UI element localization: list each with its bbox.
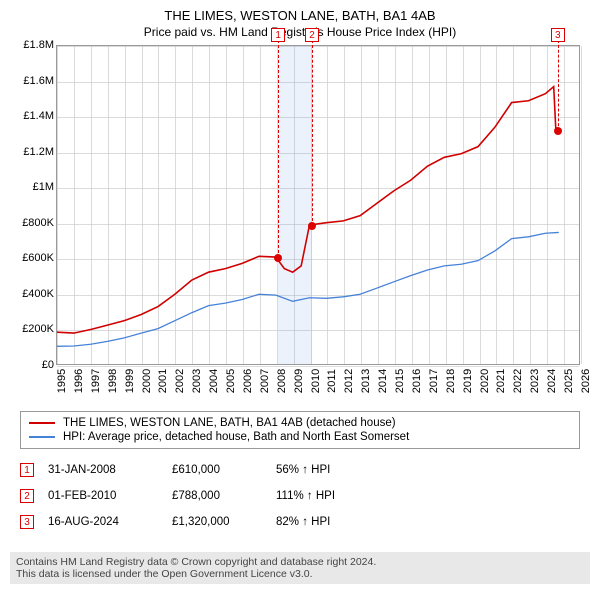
x-axis-label: 2013 [360, 369, 372, 393]
price-marker [554, 127, 562, 135]
x-axis-label: 2021 [495, 369, 507, 393]
price-marker [274, 254, 282, 262]
x-axis-label: 2016 [411, 369, 423, 393]
x-axis-label: 2008 [276, 369, 288, 393]
event-row: 3 16-AUG-2024 £1,320,000 82% ↑ HPI [20, 509, 590, 535]
legend: THE LIMES, WESTON LANE, BATH, BA1 4AB (d… [20, 411, 580, 449]
event-price: £788,000 [172, 490, 262, 502]
plot-region: 123 [56, 45, 580, 365]
x-axis-label: 2017 [428, 369, 440, 393]
y-axis-label: £600K [22, 252, 54, 264]
legend-swatch [29, 436, 55, 438]
y-axis-label: £1.6M [23, 75, 54, 87]
footer-attribution: Contains HM Land Registry data © Crown c… [10, 552, 590, 584]
event-row: 1 31-JAN-2008 £610,000 56% ↑ HPI [20, 457, 590, 483]
marker-label: 3 [551, 28, 565, 42]
x-axis-label: 2020 [479, 369, 491, 393]
x-axis-label: 1996 [73, 369, 85, 393]
x-axis-label: 2023 [529, 369, 541, 393]
x-axis-label: 2018 [445, 369, 457, 393]
event-pct: 82% ↑ HPI [276, 516, 330, 528]
marker-label: 2 [305, 28, 319, 42]
event-number: 3 [20, 515, 34, 529]
x-axis-label: 1999 [124, 369, 136, 393]
y-axis-label: £200K [22, 323, 54, 335]
chart-area: £0 £200K £400K £600K £800K £1M £1.2M £1.4M £1.6M… [10, 45, 590, 405]
legend-row: THE LIMES, WESTON LANE, BATH, BA1 4AB (d… [29, 416, 571, 430]
x-axis-label: 2022 [512, 369, 524, 393]
x-axis-label: 2009 [293, 369, 305, 393]
x-axis-label: 2007 [259, 369, 271, 393]
x-axis-label: 2012 [343, 369, 355, 393]
y-axis-label: £1M [33, 181, 54, 193]
y-axis-label: £0 [42, 359, 54, 371]
y-axis-label: £1.8M [23, 39, 54, 51]
event-table: 1 31-JAN-2008 £610,000 56% ↑ HPI2 01-FEB… [20, 457, 590, 535]
event-pct: 56% ↑ HPI [276, 464, 330, 476]
x-axis-label: 2011 [326, 369, 338, 393]
x-axis-label: 1995 [56, 369, 68, 393]
event-date: 31-JAN-2008 [48, 464, 158, 476]
footer-line1: Contains HM Land Registry data © Crown c… [16, 556, 584, 568]
x-axis-label: 2001 [157, 369, 169, 393]
event-date: 01-FEB-2010 [48, 490, 158, 502]
x-axis-label: 2006 [242, 369, 254, 393]
legend-row: HPI: Average price, detached house, Bath… [29, 430, 571, 444]
x-axis-label: 2025 [563, 369, 575, 393]
legend-label: HPI: Average price, detached house, Bath… [63, 431, 409, 443]
x-axis-label: 2019 [462, 369, 474, 393]
x-axis-label: 2014 [377, 369, 389, 393]
y-axis-label: £800K [22, 217, 54, 229]
x-axis-label: 2010 [310, 369, 322, 393]
footer-line2: This data is licensed under the Open Gov… [16, 568, 584, 580]
x-axis-label: 2005 [225, 369, 237, 393]
series-line [57, 232, 559, 346]
x-axis-label: 2004 [208, 369, 220, 393]
legend-swatch [29, 422, 55, 424]
event-number: 1 [20, 463, 34, 477]
x-axis-label: 2003 [191, 369, 203, 393]
event-date: 16-AUG-2024 [48, 516, 158, 528]
y-axis-label: £1.4M [23, 110, 54, 122]
marker-label: 1 [271, 28, 285, 42]
legend-label: THE LIMES, WESTON LANE, BATH, BA1 4AB (d… [63, 417, 396, 429]
x-axis-label: 1998 [107, 369, 119, 393]
event-number: 2 [20, 489, 34, 503]
chart-subtitle: Price paid vs. HM Land Registry's House … [10, 25, 590, 39]
event-pct: 111% ↑ HPI [276, 490, 335, 502]
x-axis-label: 2024 [546, 369, 558, 393]
event-row: 2 01-FEB-2010 £788,000 111% ↑ HPI [20, 483, 590, 509]
x-axis-label: 1997 [90, 369, 102, 393]
y-axis-label: £400K [22, 288, 54, 300]
y-axis-label: £1.2M [23, 146, 54, 158]
series-line [57, 87, 556, 333]
x-axis-label: 2000 [141, 369, 153, 393]
x-axis-label: 2026 [580, 369, 592, 393]
event-price: £1,320,000 [172, 516, 262, 528]
x-axis-label: 2015 [394, 369, 406, 393]
event-price: £610,000 [172, 464, 262, 476]
x-axis-label: 2002 [174, 369, 186, 393]
chart-title: THE LIMES, WESTON LANE, BATH, BA1 4AB [10, 8, 590, 23]
price-marker [308, 222, 316, 230]
